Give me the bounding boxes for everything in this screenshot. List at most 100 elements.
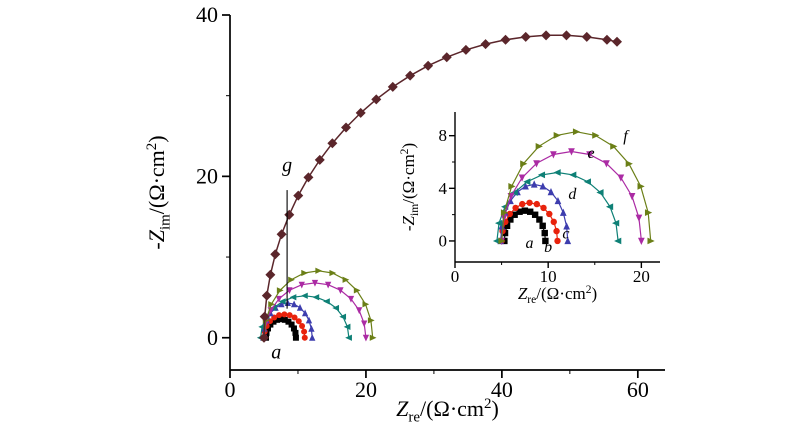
chart-inset: 0 10 20 0 4 8 Zre/(Ω·cm2) -Zim/(Ω·cm2) a bc d e f: [397, 96, 667, 308]
series-g-marker: [520, 31, 531, 42]
annotation-a: a: [271, 342, 281, 364]
main-y-tick-label: 40: [196, 2, 218, 27]
series-f-marker: [644, 209, 653, 217]
series-g-marker: [314, 154, 325, 165]
series-g-marker: [341, 122, 352, 133]
series-e-marker: [286, 287, 293, 294]
series-d-marker: [583, 178, 591, 186]
series-f-marker: [572, 128, 581, 136]
series-a-marker: [542, 237, 549, 245]
series-a-marker: [541, 229, 548, 237]
series-e-marker: [603, 160, 610, 168]
series-g-marker: [405, 70, 416, 81]
annotation-a: a: [526, 235, 534, 252]
series-e-marker: [617, 174, 625, 182]
series-d-marker: [614, 237, 622, 245]
series-c-marker: [522, 182, 529, 190]
series-c-marker: [309, 333, 316, 341]
series-g-marker: [601, 34, 612, 45]
series-c-marker: [308, 325, 315, 332]
series-b-marker: [553, 227, 560, 235]
series-f-marker: [315, 267, 323, 274]
annotation-c: c: [562, 225, 569, 242]
series-d-marker: [332, 304, 340, 312]
series-g-marker: [258, 332, 269, 343]
series-g-marker: [270, 249, 281, 260]
series-f-marker: [508, 182, 516, 190]
series-a-marker: [511, 211, 518, 218]
series-a-marker: [539, 222, 546, 230]
series-b-marker: [291, 314, 298, 321]
series-e-marker: [586, 151, 593, 159]
series-e-marker: [337, 287, 344, 294]
series-f-marker: [535, 142, 543, 150]
series-a-marker: [277, 316, 284, 323]
series-g-marker: [265, 269, 276, 280]
series-b-marker: [301, 328, 308, 335]
series-f-marker: [610, 142, 618, 150]
series-c-marker: [554, 196, 562, 205]
series-g-marker: [276, 229, 287, 240]
series-f-marker: [301, 269, 309, 277]
series-e-marker: [568, 148, 575, 156]
series-g-marker: [387, 81, 398, 92]
series-a-marker: [290, 325, 297, 332]
series-g-marker: [480, 39, 491, 50]
series-e-marker: [324, 281, 332, 289]
series-c-marker: [305, 316, 313, 324]
series-d-marker: [343, 323, 351, 330]
series-d-marker: [553, 169, 561, 176]
series-f-marker: [520, 160, 528, 168]
main-x-tick-label: 20: [355, 377, 377, 402]
inset-x-tick-label: 20: [633, 267, 650, 286]
series-a-marker: [288, 321, 295, 328]
series-c-marker: [563, 222, 570, 230]
main-x-tick-label: 60: [627, 377, 649, 402]
series-c-marker: [547, 188, 555, 196]
series-e-marker: [628, 193, 636, 201]
series-b-marker: [301, 334, 308, 341]
series-b-marker: [540, 204, 547, 212]
series-g-marker: [371, 94, 382, 105]
series-g-marker: [541, 30, 552, 41]
annotation-f: f: [623, 128, 630, 145]
series-f-marker: [625, 160, 633, 168]
series-g-marker: [261, 290, 272, 301]
series-a-marker: [516, 208, 523, 215]
series-a-marker: [536, 216, 543, 223]
series-d-marker: [494, 219, 503, 227]
series-f-marker: [647, 237, 655, 245]
series-a-marker: [503, 222, 511, 230]
inset-x-axis-title: Zre/(Ω·cm2): [518, 283, 597, 306]
series-d-marker: [339, 313, 347, 320]
series-b-marker: [519, 200, 526, 208]
series-e-marker: [638, 237, 645, 245]
series-b-marker: [550, 218, 557, 226]
series-b-marker: [512, 204, 519, 212]
series-f-marker: [592, 132, 600, 139]
main-x-axis-title: Zre/(Ω·cm2): [396, 396, 499, 425]
series-f-marker: [362, 301, 370, 308]
series-d-marker: [278, 298, 286, 305]
series-f-marker: [637, 182, 645, 190]
series-c-marker: [278, 300, 285, 308]
series-b-marker: [546, 210, 553, 218]
annotation-e: e: [587, 145, 594, 162]
series-g-marker: [500, 34, 511, 45]
series-e-marker: [275, 295, 283, 303]
series-f-marker: [288, 276, 295, 283]
series-b-marker: [281, 311, 288, 318]
series-d-marker: [510, 189, 518, 196]
series-f-marker: [553, 132, 561, 139]
series-e-marker: [347, 295, 355, 303]
series-e-marker: [361, 320, 368, 328]
inset-x-tick-label: 0: [451, 267, 460, 286]
inset-x-tick-label: 10: [540, 267, 557, 286]
series-e-marker: [635, 214, 643, 222]
annotation-b: b: [544, 239, 552, 256]
inset-y-tick-label: 8: [439, 126, 448, 145]
series-a-marker: [270, 318, 277, 325]
